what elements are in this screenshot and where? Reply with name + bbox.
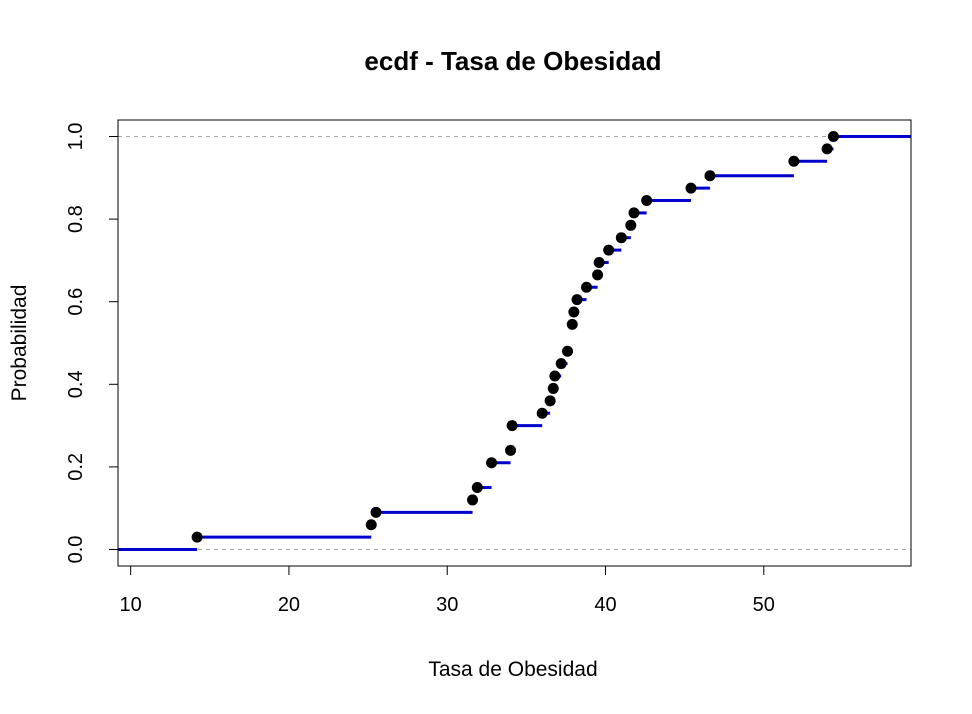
data-point [486,457,498,469]
data-point [603,244,615,256]
data-point [628,207,640,219]
data-points [191,131,839,543]
data-point [685,182,697,194]
data-point [467,494,479,506]
y-tick-label: 0.4 [65,370,87,398]
data-point [625,219,637,231]
data-point [593,256,605,268]
data-point [581,281,593,293]
step-lines [118,135,911,551]
data-point [549,370,561,382]
data-point [536,407,548,419]
data-point [821,143,833,155]
data-point [506,420,518,432]
data-point [592,269,604,281]
chart-title: ecdf - Tasa de Obesidad [364,46,661,76]
x-tick-label: 20 [278,594,300,616]
guide-lines [118,136,911,550]
data-point [827,131,839,143]
data-point [641,195,653,207]
data-point [568,306,580,318]
data-point [615,232,627,244]
data-point [555,358,567,370]
data-point [788,155,800,167]
x-axis: 10 20 30 40 50 [120,566,775,616]
data-point [571,294,583,306]
y-tick-label: 0.2 [65,453,87,481]
data-point [544,395,556,407]
y-tick-label: 0.8 [65,205,87,233]
data-point [566,318,578,330]
y-tick-label: 0.0 [65,536,87,564]
y-tick-label: 0.6 [65,288,87,316]
data-point [505,444,517,456]
data-point [365,519,377,531]
x-axis-label: Tasa de Obesidad [428,658,597,681]
y-tick-label: 1.0 [65,123,87,151]
data-point [370,506,382,518]
x-tick-label: 40 [594,594,616,616]
y-axis: 0.0 0.2 0.4 0.6 0.8 1.0 [65,123,118,564]
x-tick-label: 10 [120,594,142,616]
y-axis-label: Probabilidad [8,285,31,402]
plot-frame [117,119,912,567]
data-point [562,345,574,357]
data-point [547,382,559,394]
x-tick-label: 50 [753,594,775,616]
data-point [471,482,483,494]
data-point [191,531,203,543]
x-tick-label: 30 [436,594,458,616]
data-point [704,170,716,182]
